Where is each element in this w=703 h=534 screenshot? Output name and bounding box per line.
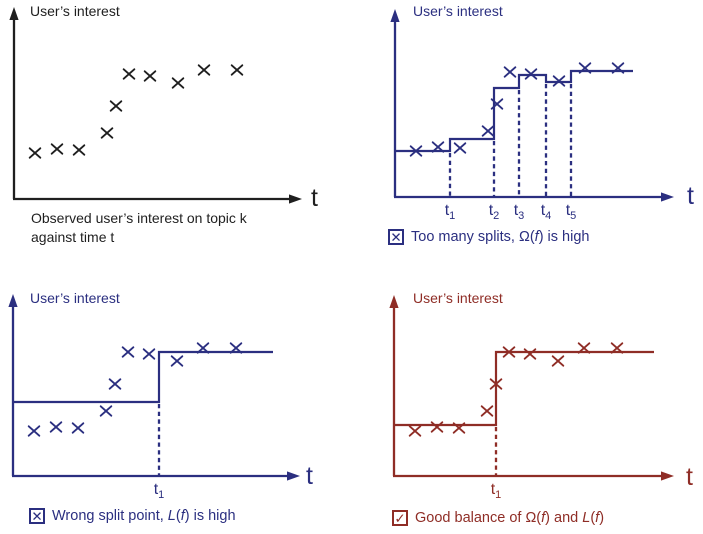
check-box-icon: ✓ xyxy=(392,510,408,527)
caption-too-many-splits: ✕ Too many splits, Ω(f) is high xyxy=(388,229,589,246)
tick-t4: t4 xyxy=(540,202,552,223)
caption-text-part: f xyxy=(534,229,539,245)
caption-text: Wrong split point, L(f) is high xyxy=(52,508,236,525)
tick-t1: t1 xyxy=(444,202,456,223)
x-axis-label: t xyxy=(311,184,318,212)
caption-wrong-split: ✕ Wrong split point, L(f) is high xyxy=(29,508,236,525)
x-axis-label: t xyxy=(306,462,313,490)
caption-text-part: Wrong split point, xyxy=(52,508,168,524)
tick-t2: t2 xyxy=(488,202,500,223)
tick-t3: t3 xyxy=(513,202,525,223)
tick-subscript: 5 xyxy=(570,210,577,223)
y-axis-title: User’s interest xyxy=(413,3,503,19)
caption-text: Good balance of Ω(f) and L(f) xyxy=(415,510,604,527)
tick-t5: t5 xyxy=(565,202,577,223)
good-balance-plot-canvas xyxy=(389,295,674,481)
tick-subscript: 1 xyxy=(495,489,502,502)
caption-good-balance: ✓ Good balance of Ω(f) and L(f) xyxy=(392,510,604,527)
caption-text-part: ) xyxy=(599,510,605,526)
y-axis-title: User’s interest xyxy=(413,290,503,306)
caption-text-part: ) is high xyxy=(184,508,236,524)
caption-text-part: f xyxy=(180,508,185,524)
tick-t1: t1 xyxy=(490,481,502,502)
caption-text: Too many splits, Ω(f) is high xyxy=(411,229,589,246)
caption-line-1: Observed user’s interest on topic k xyxy=(31,210,247,226)
wrong-split-plot-canvas xyxy=(8,294,300,481)
x-axis-label: t xyxy=(687,182,694,210)
caption-text-part: ) is high xyxy=(538,229,590,245)
caption-text-part: f xyxy=(595,510,600,526)
caption-text-part: L xyxy=(167,508,176,524)
too-many-splits-plot-canvas xyxy=(390,9,674,202)
caption-text-part: ) and xyxy=(545,510,583,526)
observed-plot-canvas xyxy=(9,7,302,204)
panel-wrong-split-point: User’s interest t t1 ✕ Wrong split point… xyxy=(0,267,352,534)
y-axis-title: User’s interest xyxy=(30,3,120,19)
y-axis-title: User’s interest xyxy=(30,290,120,306)
caption-text-part: ( xyxy=(175,508,181,524)
tick-subscript: 3 xyxy=(518,210,525,223)
caption-text-part: f xyxy=(541,510,546,526)
caption-text-part: ( xyxy=(590,510,596,526)
caption-line-2: against time t xyxy=(31,228,115,245)
caption-text-part: Good balance of Ω( xyxy=(415,510,542,526)
x-box-icon: ✕ xyxy=(388,229,404,246)
tick-subscript: 4 xyxy=(545,210,552,223)
panel-too-many-splits: User’s interest t t1 t2 t3 t4 t5 ✕ Too m… xyxy=(352,0,703,267)
tick-t1: t1 xyxy=(153,481,165,502)
tick-subscript: 1 xyxy=(449,210,456,223)
x-axis-label: t xyxy=(686,463,693,491)
caption-text-part: L xyxy=(582,510,591,526)
panel-caption: Observed user’s interest on topic k agai… xyxy=(31,209,247,246)
panel-observed: User’s interest t Observed user’s intere… xyxy=(0,0,352,267)
tick-subscript: 1 xyxy=(158,489,165,502)
tick-subscript: 2 xyxy=(493,210,500,223)
panel-good-balance: User’s interest t t1 ✓ Good balance of Ω… xyxy=(352,267,703,534)
caption-text-part: Too many splits, Ω( xyxy=(411,229,535,245)
x-box-icon: ✕ xyxy=(29,508,45,525)
